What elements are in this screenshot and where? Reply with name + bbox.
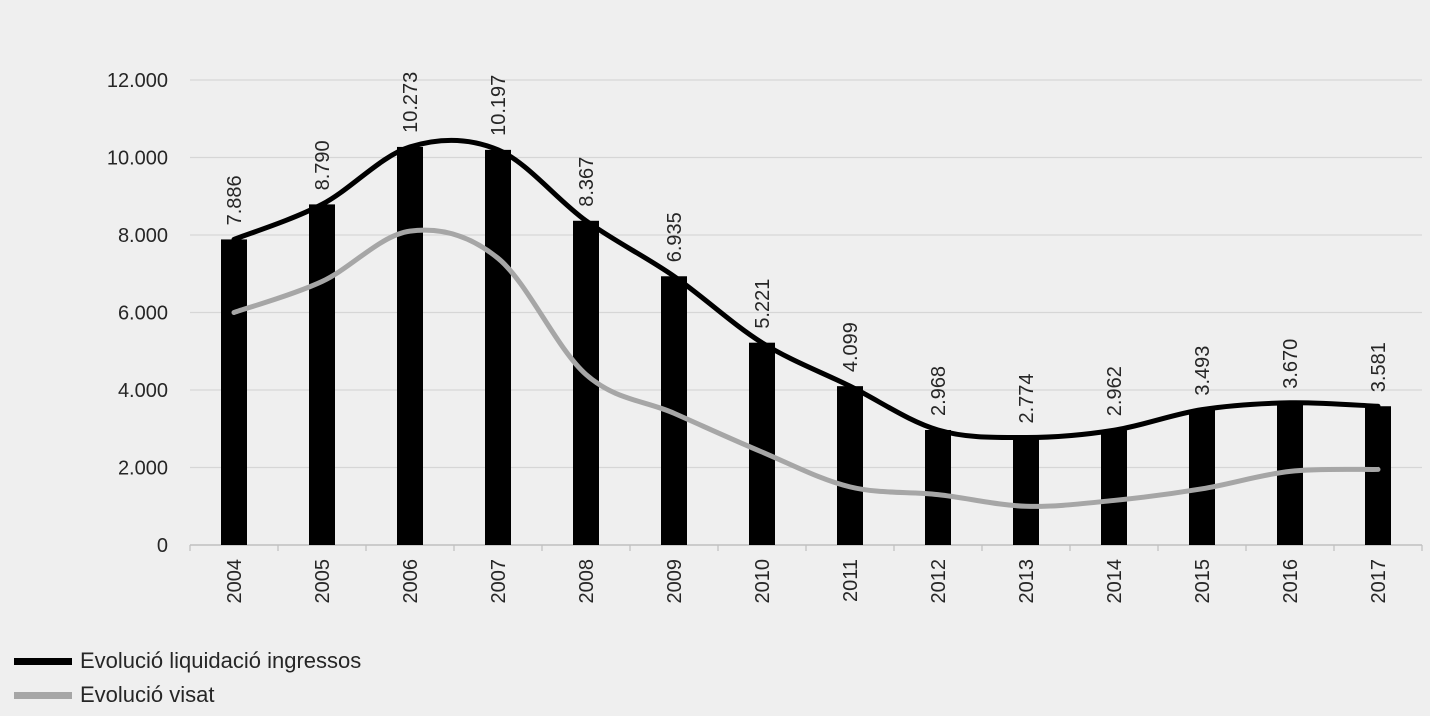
bar bbox=[749, 342, 775, 545]
y-tick-label: 4.000 bbox=[118, 380, 168, 402]
y-tick-label: 6.000 bbox=[118, 303, 168, 325]
data-label: 3.670 bbox=[1280, 339, 1302, 389]
x-tick-label: 2014 bbox=[1104, 559, 1126, 604]
data-label: 2.962 bbox=[1104, 366, 1126, 416]
data-label: 10.197 bbox=[488, 75, 510, 136]
x-tick-label: 2011 bbox=[840, 559, 862, 602]
legend-label-visat: Evolució visat bbox=[80, 682, 215, 707]
x-tick-label: 2008 bbox=[576, 559, 598, 604]
x-tick-label: 2012 bbox=[928, 559, 950, 604]
bar bbox=[1189, 409, 1215, 545]
y-tick-label: 10.000 bbox=[107, 148, 168, 170]
y-tick-label: 12.000 bbox=[107, 70, 168, 92]
x-tick-label: 2015 bbox=[1192, 559, 1214, 604]
data-label: 3.493 bbox=[1192, 346, 1214, 396]
bar bbox=[485, 149, 511, 545]
bar bbox=[837, 386, 863, 545]
legend-label-liquidacio: Evolució liquidació ingressos bbox=[80, 648, 362, 673]
x-tick-label: 2013 bbox=[1016, 559, 1038, 604]
series-line-visat bbox=[231, 227, 1381, 509]
x-tick-label: 2010 bbox=[752, 559, 774, 604]
bar bbox=[397, 146, 423, 545]
x-tick-label: 2006 bbox=[400, 559, 422, 604]
x-tick-label: 2004 bbox=[224, 559, 246, 604]
y-tick-label: 0 bbox=[157, 535, 168, 557]
legend: Evolució liquidació ingressos Evolució v… bbox=[14, 644, 361, 712]
data-label: 7.886 bbox=[224, 175, 246, 225]
bar bbox=[925, 429, 951, 545]
data-label: 2.774 bbox=[1016, 373, 1038, 423]
x-tick-label: 2007 bbox=[488, 559, 510, 604]
bar bbox=[309, 204, 335, 545]
data-label: 10.273 bbox=[400, 72, 422, 133]
y-tick-label: 2.000 bbox=[118, 458, 168, 480]
chart-plot: 0 2.000 4.000 6.000 8.000 10.000 12.000 7.886 8.… bbox=[107, 70, 1423, 604]
bar bbox=[1101, 430, 1127, 545]
legend-item-liquidacio: Evolució liquidació ingressos bbox=[14, 644, 361, 678]
legend-swatch-visat bbox=[14, 691, 72, 699]
data-label: 5.221 bbox=[752, 279, 774, 329]
data-label: 4.099 bbox=[840, 322, 862, 372]
bar bbox=[1365, 406, 1391, 545]
data-label: 8.790 bbox=[312, 140, 334, 190]
data-label: 8.367 bbox=[576, 157, 598, 207]
x-tick-label: 2016 bbox=[1280, 559, 1302, 604]
data-label: 2.968 bbox=[928, 366, 950, 416]
y-tick-label: 8.000 bbox=[118, 225, 168, 247]
x-tick-label: 2017 bbox=[1368, 559, 1390, 604]
legend-swatch-liquidacio bbox=[14, 657, 72, 665]
bar bbox=[1013, 437, 1039, 545]
legend-item-visat: Evolució visat bbox=[14, 678, 361, 712]
data-label: 3.581 bbox=[1368, 342, 1390, 392]
x-tick-label: 2009 bbox=[664, 559, 686, 604]
series-line-liquidacio bbox=[231, 137, 1381, 441]
bar bbox=[221, 239, 247, 546]
data-label: 6.935 bbox=[664, 212, 686, 262]
x-tick-label: 2005 bbox=[312, 559, 334, 604]
